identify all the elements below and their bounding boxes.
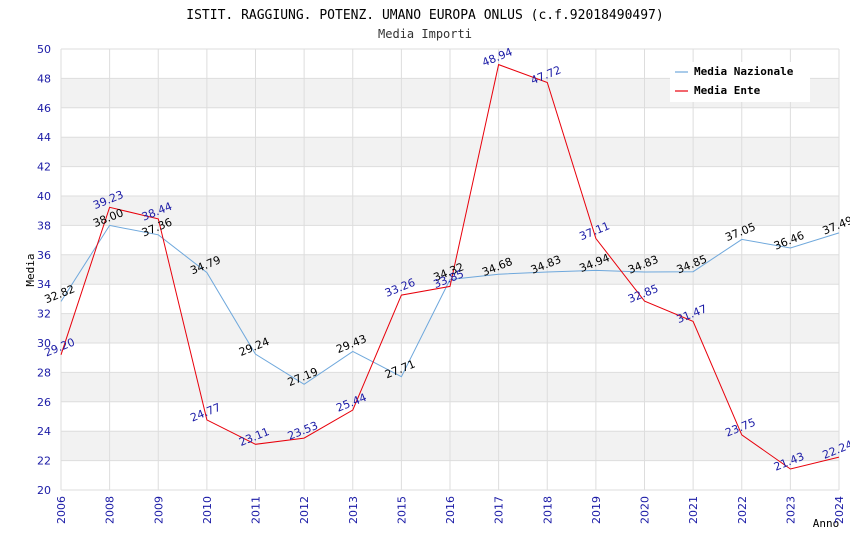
x-tick-label: 2011 bbox=[250, 496, 263, 524]
x-tick-label: 2019 bbox=[590, 496, 603, 524]
x-tick-label: 2024 bbox=[833, 496, 846, 524]
y-tick-label: 50 bbox=[37, 43, 51, 56]
x-axis-ticks: 2006 2008 2009 2010 2011 2012 2013 2015 2016 2017… bbox=[55, 496, 846, 524]
x-tick-label: 2009 bbox=[152, 496, 165, 524]
y-tick-label: 34 bbox=[37, 278, 51, 291]
legend: Media Nazionale Media Ente bbox=[670, 62, 810, 102]
y-tick-label: 40 bbox=[37, 190, 51, 203]
y-tick-label: 38 bbox=[37, 219, 51, 232]
series-lines bbox=[60, 63, 840, 470]
x-tick-label: 2010 bbox=[201, 496, 214, 524]
x-tick-label: 2023 bbox=[784, 496, 797, 524]
series-line-media-ente bbox=[60, 63, 840, 470]
x-tick-label: 2012 bbox=[298, 496, 311, 524]
y-tick-label: 42 bbox=[37, 161, 51, 174]
y-axis-ticks: 20 22 24 26 28 30 32 34 36 38 40 42 44 46 48 50 bbox=[37, 43, 51, 497]
y-tick-label: 48 bbox=[37, 72, 51, 85]
chart-title: ISTIT. RAGGIUNG. POTENZ. UMANO EUROPA ON… bbox=[186, 8, 663, 23]
grid-lines bbox=[60, 48, 840, 491]
legend-label-media-ente: Media Ente bbox=[694, 84, 761, 97]
x-tick-label: 2016 bbox=[444, 496, 457, 524]
y-tick-label: 22 bbox=[37, 455, 51, 468]
x-tick-label: 2021 bbox=[687, 496, 700, 524]
y-tick-label: 36 bbox=[37, 249, 51, 262]
x-tick-label: 2018 bbox=[541, 496, 554, 524]
y-tick-label: 28 bbox=[37, 366, 51, 379]
x-tick-label: 2006 bbox=[55, 496, 68, 524]
series-line-media-nazionale bbox=[60, 224, 840, 385]
y-tick-label: 20 bbox=[37, 484, 51, 497]
y-tick-label: 32 bbox=[37, 308, 51, 321]
y-tick-label: 24 bbox=[37, 425, 51, 438]
y-tick-label: 30 bbox=[37, 337, 51, 350]
x-tick-label: 2013 bbox=[347, 496, 360, 524]
legend-box bbox=[670, 62, 810, 102]
y-tick-label: 44 bbox=[37, 131, 51, 144]
x-tick-label: 2022 bbox=[736, 496, 749, 524]
y-tick-label: 26 bbox=[37, 396, 51, 409]
chart-subtitle: Media Importi bbox=[378, 27, 472, 41]
x-tick-label: 2020 bbox=[639, 496, 652, 524]
x-tick-label: 2008 bbox=[104, 496, 117, 524]
legend-label-media-nazionale: Media Nazionale bbox=[694, 65, 794, 78]
x-tick-label: 2015 bbox=[395, 496, 408, 524]
x-axis-label: Anno bbox=[813, 517, 840, 530]
y-tick-label: 46 bbox=[37, 102, 51, 115]
x-tick-label: 2017 bbox=[493, 496, 506, 524]
y-axis-label: Media bbox=[24, 253, 37, 286]
